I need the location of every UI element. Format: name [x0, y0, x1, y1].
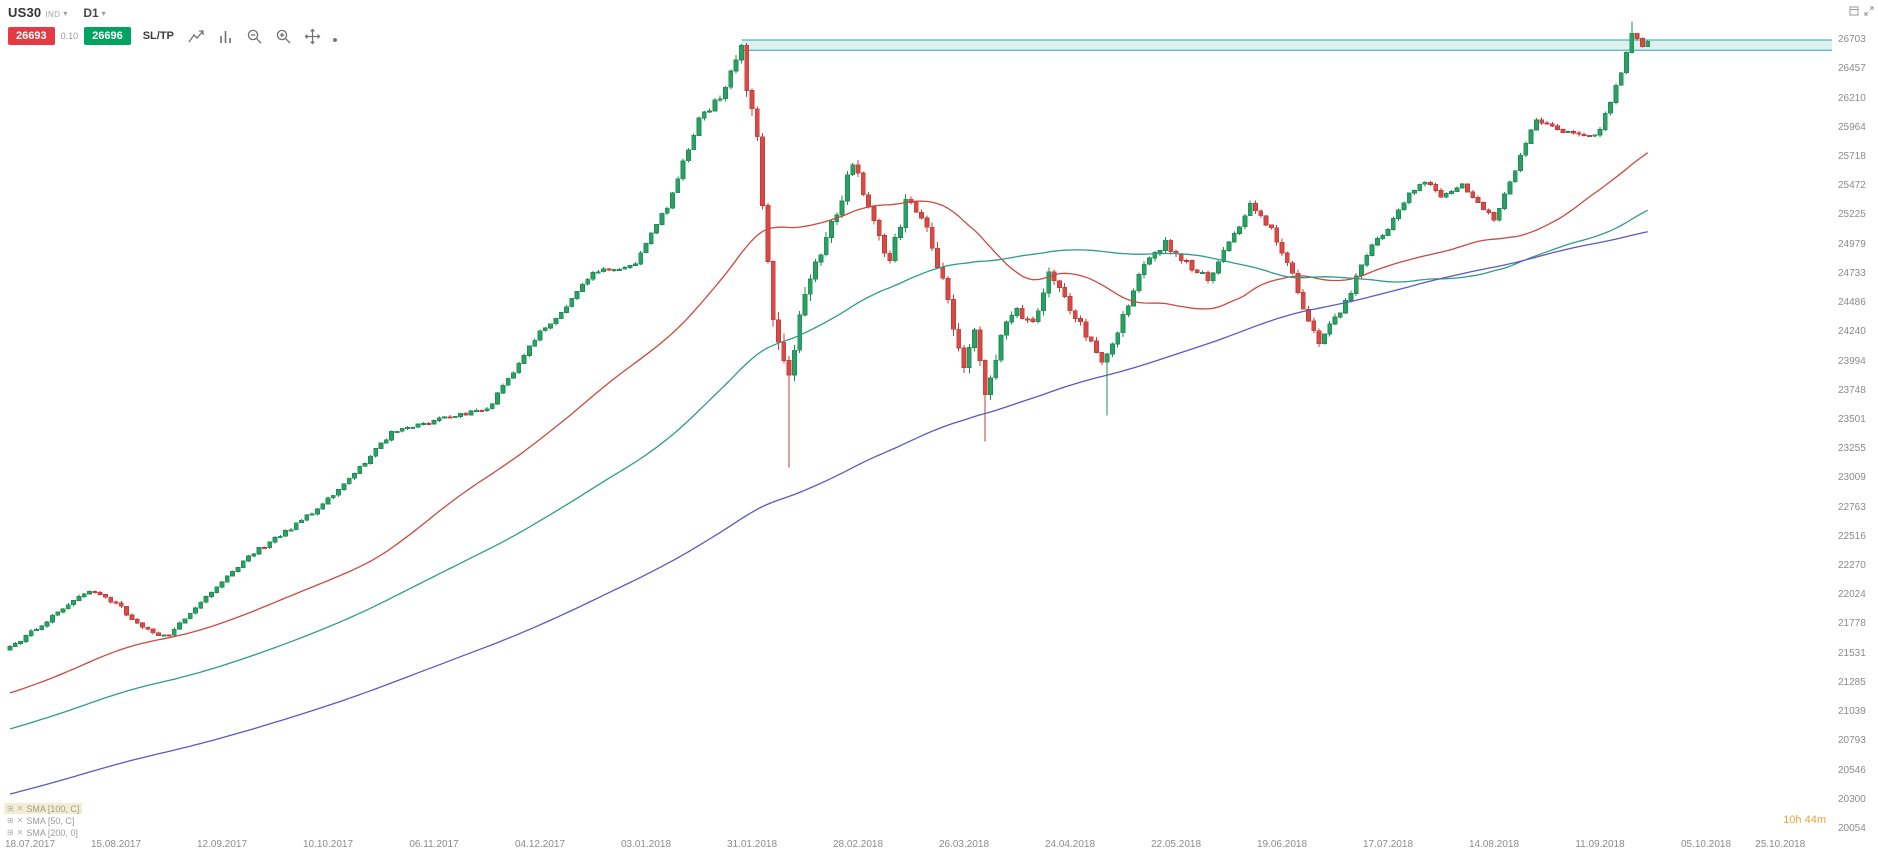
sma-200-line[interactable] — [9, 231, 1648, 795]
legend-item: ⊞ ✕ SMA [100, C] — [4, 803, 83, 814]
candlestick-chart[interactable] — [0, 0, 1832, 838]
time-axis-label: 22.05.2018 — [1150, 839, 1202, 850]
time-axis-label: 28.02.2018 — [832, 839, 884, 850]
price-axis-label: 26210 — [1838, 92, 1866, 104]
legend-remove-icon[interactable]: ✕ — [16, 816, 24, 825]
price-axis-label: 25472 — [1838, 180, 1866, 192]
time-axis-label: 31.01.2018 — [726, 839, 778, 850]
candle-countdown: 10h 44m — [1783, 814, 1826, 826]
price-axis-label: 20054 — [1838, 823, 1866, 834]
trendline-tool-icon[interactable] — [188, 28, 205, 45]
sma-50-line[interactable] — [9, 152, 1649, 694]
price-axis-label: 23255 — [1838, 443, 1866, 455]
price-axis-label: 23994 — [1838, 355, 1866, 367]
price-axis-label: 21778 — [1838, 618, 1866, 630]
price-axis-label: 22270 — [1838, 560, 1866, 571]
price-axis-label: 24979 — [1838, 238, 1866, 250]
legend-item: ⊞ ✕ SMA [200, 0] — [4, 827, 82, 838]
price-axis-label: 25964 — [1838, 121, 1866, 133]
time-axis[interactable]: 18.07.2017 15.08.2017 12.09.2017 10.10.2017… — [0, 836, 1832, 855]
sell-price-button[interactable]: 26693 — [8, 27, 55, 45]
price-axis-label: 21039 — [1838, 706, 1866, 718]
timeframe-dropdown-caret[interactable]: ▾ — [101, 8, 106, 18]
time-axis-label: 11.09.2018 — [1575, 839, 1625, 850]
symbol-dropdown-caret[interactable]: ▾ — [63, 8, 68, 18]
time-axis-label: 17.07.2018 — [1362, 839, 1414, 850]
legend-label: SMA [50, C] — [26, 815, 75, 826]
time-axis-label: 14.08.2018 — [1468, 839, 1520, 850]
legend-remove-icon[interactable]: ✕ — [16, 804, 24, 813]
price-axis-label: 20546 — [1838, 764, 1866, 776]
time-axis-label: 19.06.2018 — [1256, 839, 1308, 850]
price-axis-label: 21285 — [1838, 676, 1866, 688]
price-axis-label: 21531 — [1838, 647, 1866, 659]
legend-settings-icon[interactable]: ⊞ — [7, 804, 14, 813]
more-options-dot[interactable] — [332, 38, 337, 42]
price-axis-label: 20793 — [1838, 735, 1866, 747]
candles-layer — [7, 21, 1651, 651]
legend-settings-icon[interactable]: ⊞ — [7, 828, 14, 837]
expand-icon[interactable] — [1864, 3, 1874, 16]
time-axis-label: 26.03.2018 — [938, 839, 990, 850]
price-axis-label: 22763 — [1838, 501, 1866, 513]
legend-label: SMA [200, 0] — [26, 827, 78, 838]
price-axis-label: 26457 — [1838, 63, 1866, 75]
crosshair-move-icon[interactable] — [304, 28, 321, 45]
time-axis-label: 15.08.2017 — [90, 839, 142, 850]
indicators-icon[interactable] — [217, 28, 234, 45]
price-axis-label: 22024 — [1838, 589, 1866, 601]
symbol-name[interactable]: US30 — [8, 5, 42, 20]
time-axis-label: 24.04.2018 — [1044, 839, 1096, 850]
spread-value: 0.10 — [60, 31, 79, 41]
legend-remove-icon[interactable]: ✕ — [16, 828, 24, 837]
price-axis-label: 23748 — [1838, 384, 1866, 396]
price-axis[interactable]: 26703 26457 26210 25964 25718 25472 25225 24979… — [1832, 0, 1878, 838]
timeframe-selector[interactable]: D1 — [83, 5, 99, 20]
sltp-button[interactable]: SL/TP — [142, 30, 174, 42]
price-axis-label: 25225 — [1838, 209, 1866, 221]
legend-item: ⊞ ✕ SMA [50, C] — [4, 815, 82, 826]
price-axis-label: 20300 — [1838, 793, 1866, 805]
price-level-band[interactable] — [741, 39, 1832, 51]
price-axis-label: 23009 — [1838, 472, 1866, 484]
zoom-out-icon[interactable] — [246, 28, 263, 45]
time-axis-label: 10.10.2017 — [302, 839, 354, 850]
chart-header: US30 IND ▾ D1 ▾ 26693 0.10 26696 SL/TP — [8, 5, 337, 45]
price-axis-label: 24733 — [1838, 267, 1866, 279]
price-axis-label: 26703 — [1838, 34, 1866, 45]
price-axis-label: 22516 — [1838, 530, 1866, 542]
price-axis-label: 25718 — [1838, 150, 1866, 162]
chart-corner-controls — [1849, 3, 1874, 16]
legend-label: SMA [100, C] — [26, 803, 80, 814]
time-axis-label: 04.12.2017 — [514, 839, 566, 850]
price-axis-label: 24486 — [1838, 297, 1866, 309]
time-axis-label: 06.11.2017 — [409, 839, 459, 850]
popout-icon[interactable] — [1849, 3, 1859, 16]
time-axis-label: 05.10.2018 — [1680, 839, 1732, 850]
symbol-type-label: IND — [45, 9, 61, 19]
time-axis-label: 03.01.2018 — [620, 839, 672, 850]
indicator-legend: ⊞ ✕ SMA [100, C] ⊞ ✕ SMA [50, C] ⊞ ✕ SMA [200, 0… — [4, 803, 83, 839]
time-axis-label: 12.09.2017 — [196, 839, 248, 850]
legend-settings-icon[interactable]: ⊞ — [7, 816, 14, 825]
buy-price-button[interactable]: 26696 — [84, 27, 131, 45]
sma-100-line[interactable] — [9, 209, 1649, 730]
price-axis-label: 24240 — [1838, 326, 1866, 338]
price-axis-label: 23501 — [1838, 414, 1866, 425]
time-axis-label: 25.10.2018 — [1755, 839, 1806, 850]
zoom-in-icon[interactable] — [275, 28, 292, 45]
time-axis-label: 18.07.2017 — [4, 839, 56, 850]
